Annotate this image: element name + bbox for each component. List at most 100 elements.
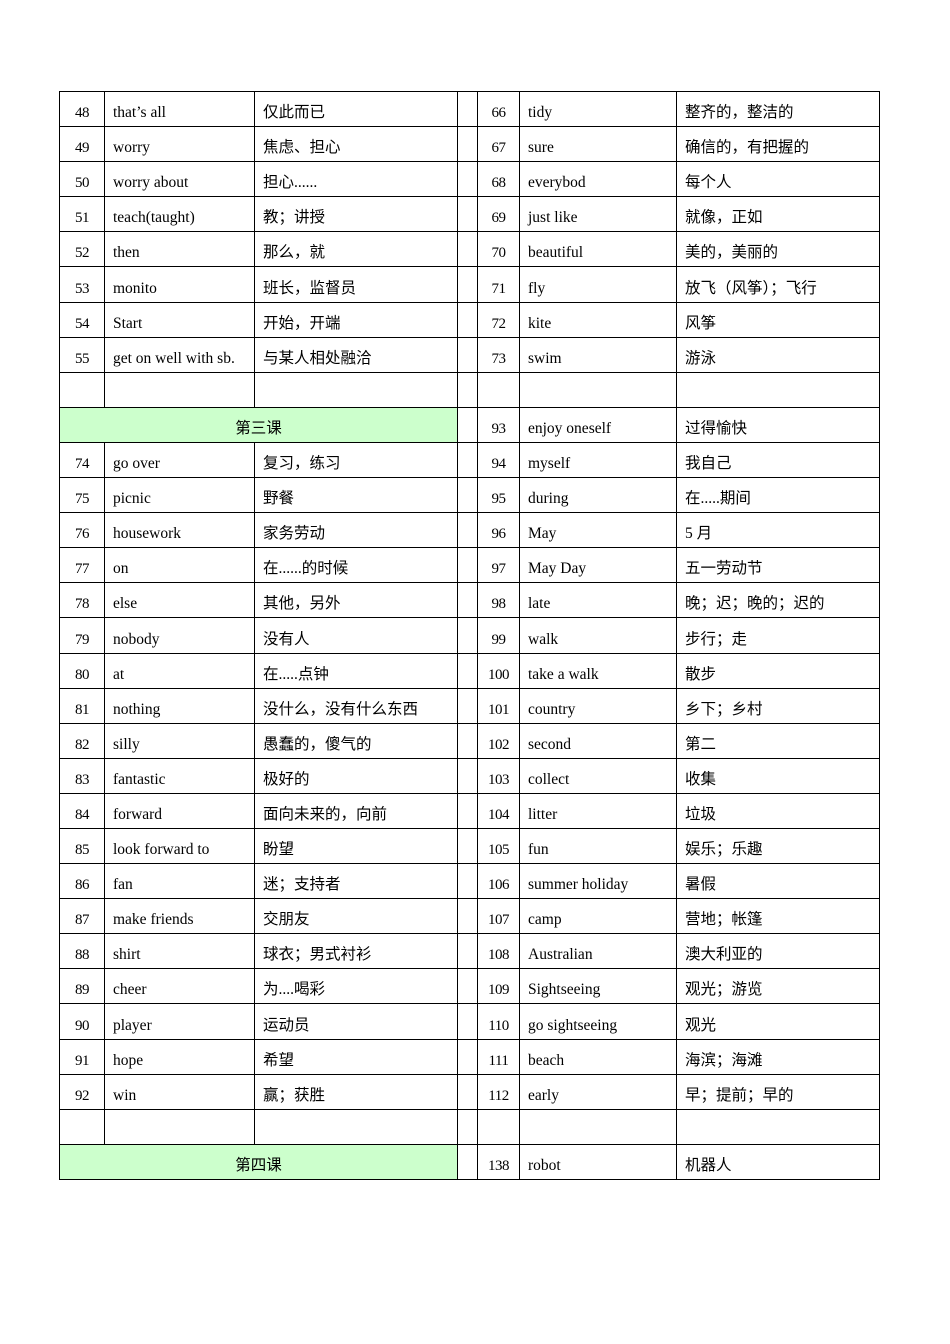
entry-word: just like [519,196,677,233]
entry-number: 103 [477,757,520,794]
entry-word: enjoy oneself [519,406,677,443]
entry-number: 111 [477,1038,520,1075]
vocab-row: 91 hope 希望 111 beach 海滨；海滩 [59,1038,880,1075]
entry-number: 81 [59,687,105,724]
gap-cell [457,301,478,338]
blank-cell [59,1108,105,1145]
entry-word: during [519,477,677,514]
entry-number: 102 [477,722,520,759]
entry-number: 90 [59,1003,105,1040]
vocab-row: 54 Start 开始，开端 72 kite 风筝 [59,301,880,338]
entry-word: walk [519,617,677,654]
entry-number: 82 [59,722,105,759]
entry-meaning: 早；提前；早的 [676,1073,880,1110]
entry-number: 91 [59,1038,105,1075]
vocab-row: 92 win 赢；获胜 112 early 早；提前；早的 [59,1073,880,1110]
entry-meaning: 运动员 [254,1003,458,1040]
entry-meaning: 迷；支持者 [254,863,458,900]
lesson-heading: 第三课 [59,406,458,443]
entry-meaning: 乡下；乡村 [676,687,880,724]
entry-number: 97 [477,547,520,584]
entry-number: 105 [477,827,520,865]
blank-cell [59,371,105,408]
gap-cell [457,126,478,163]
entry-meaning: 复习，练习 [254,441,458,479]
gap-cell [457,933,478,970]
entry-meaning: 面向未来的，向前 [254,792,458,829]
entry-number: 110 [477,1003,520,1040]
entry-word: teach(taught) [104,196,255,233]
entry-meaning: 赢；获胜 [254,1073,458,1110]
entry-number: 93 [477,406,520,443]
entry-meaning: 在.....点钟 [254,652,458,689]
entry-word: Australian [519,933,677,970]
vocab-row: 79 nobody 没有人 99 walk 步行；走 [59,617,880,654]
entry-word: worry about [104,161,255,198]
entry-number: 89 [59,968,105,1005]
entry-meaning: 交朋友 [254,898,458,935]
gap-cell [457,477,478,514]
entry-number: 112 [477,1073,520,1110]
gap-cell [457,266,478,303]
entry-word: make friends [104,898,255,935]
blank-cell [519,1108,677,1145]
entry-meaning: 希望 [254,1038,458,1075]
gap-cell [457,1143,478,1180]
vocab-row: 74 go over 复习，练习 94 myself 我自己 [59,441,880,479]
entry-meaning: 机器人 [676,1143,880,1180]
entry-number: 52 [59,231,105,268]
gap-cell [457,441,478,479]
entry-word: picnic [104,477,255,514]
entry-number: 92 [59,1073,105,1110]
entry-word: collect [519,757,677,794]
entry-number: 99 [477,617,520,654]
entry-number: 107 [477,898,520,935]
blank-cell [676,1108,880,1145]
entry-word: cheer [104,968,255,1005]
vocab-row: 85 look forward to 盼望 105 fun 娱乐；乐趣 [59,827,880,865]
entry-number: 75 [59,477,105,514]
gap-cell [457,722,478,759]
vocab-row: 53 monito 班长，监督员 71 fly 放飞（风筝）；飞行 [59,266,880,303]
entry-meaning: 过得愉快 [676,406,880,443]
entry-word: myself [519,441,677,479]
gap-cell [457,582,478,619]
entry-number: 109 [477,968,520,1005]
entry-meaning: 观光 [676,1003,880,1040]
vocab-row: 第四课 138 robot 机器人 [59,1143,880,1180]
entry-number: 51 [59,196,105,233]
entry-number: 96 [477,512,520,549]
entry-meaning: 观光；游览 [676,968,880,1005]
entry-word: forward [104,792,255,829]
vocab-row: 81 nothing 没什么，没有什么东西 101 country 乡下；乡村 [59,687,880,724]
entry-meaning: 澳大利亚的 [676,933,880,970]
entry-meaning: 在......的时候 [254,547,458,584]
entry-number: 72 [477,301,520,338]
entry-number: 86 [59,863,105,900]
gap-cell [457,898,478,935]
entry-meaning: 就像，正如 [676,196,880,233]
entry-meaning: 为....喝彩 [254,968,458,1005]
entry-meaning: 美的，美丽的 [676,231,880,268]
vocab-row: 52 then 那么，就 70 beautiful 美的，美丽的 [59,231,880,268]
entry-number: 104 [477,792,520,829]
blank-cell [519,371,677,408]
entry-meaning: 晚；迟；晚的；迟的 [676,582,880,619]
entry-meaning: 极好的 [254,757,458,794]
entry-word: housework [104,512,255,549]
entry-meaning: 野餐 [254,477,458,514]
gap-cell [457,968,478,1005]
entry-word: sure [519,126,677,163]
entry-word: take a walk [519,652,677,689]
entry-number: 69 [477,196,520,233]
entry-number: 106 [477,863,520,900]
entry-word: nothing [104,687,255,724]
entry-meaning: 收集 [676,757,880,794]
entry-word: look forward to [104,827,255,865]
blank-row [59,371,880,408]
gap-cell [457,863,478,900]
entry-meaning: 在.....期间 [676,477,880,514]
entry-word: fun [519,827,677,865]
vocabulary-table: 48 that’s all 仅此而已 66 tidy 整齐的，整洁的 49 worry 焦虑、担… [59,90,880,1180]
